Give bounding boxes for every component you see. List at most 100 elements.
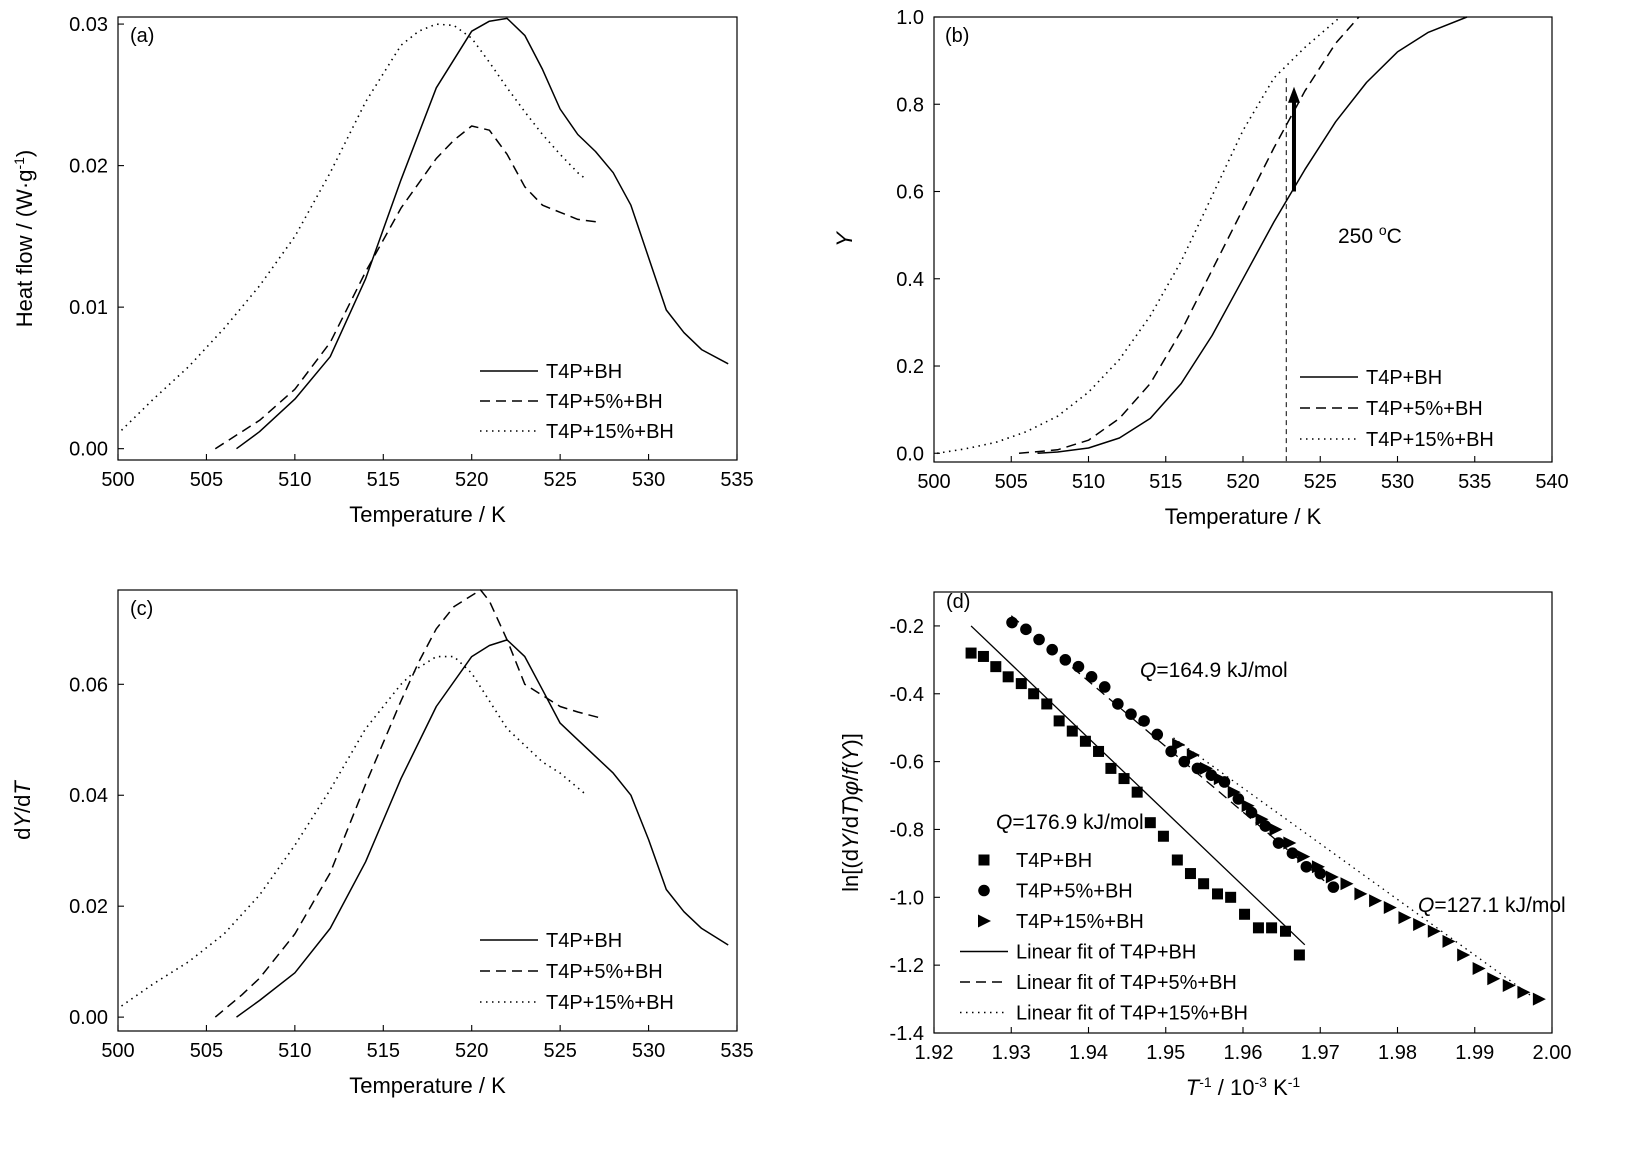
data-point-square (1198, 878, 1210, 890)
data-point-triangle (1398, 911, 1412, 925)
plot-frame (117, 16, 738, 461)
data-point-square (1157, 830, 1169, 842)
y-axis-label: Y (832, 231, 857, 247)
y-axis-label-part: φ (838, 781, 863, 795)
x-tick-label: 510 (1072, 471, 1105, 493)
x-tick-label: 520 (455, 1040, 488, 1062)
x-axis-label-part: Temperature / K (349, 502, 506, 527)
legend-label: T4P+BH (1366, 367, 1442, 389)
data-point-circle (1300, 860, 1313, 873)
legend-label: Linear fit of T4P+5%+BH (1016, 972, 1237, 994)
x-tick-label: 530 (632, 469, 665, 491)
data-point-circle (1125, 708, 1137, 720)
x-tick-label: 500 (917, 471, 950, 493)
x-axis-label-part: -3 (1255, 1074, 1268, 1090)
y-axis-label-part: )] (838, 733, 863, 746)
y-axis-label-part: /d (838, 816, 863, 834)
x-tick-label: 505 (995, 471, 1028, 493)
annotation-temperature-part: C (1387, 225, 1402, 248)
legend-label: T4P+5%+BH (1016, 881, 1133, 903)
fit-line-5 (1010, 615, 1337, 892)
legend-marker-circle (978, 884, 990, 897)
y-tick-label: 0.06 (69, 674, 108, 696)
data-point-triangle (1325, 870, 1339, 884)
data-point-circle (1006, 616, 1018, 629)
data-point-triangle (1517, 985, 1531, 999)
y-axis-label-part: ( (838, 761, 863, 769)
x-tick-label: 500 (101, 1040, 134, 1062)
data-point-square (1079, 735, 1091, 747)
data-point-triangle (1199, 761, 1213, 775)
data-point-square (1279, 925, 1291, 937)
panel-label: (a) (130, 25, 154, 47)
y-axis-label-part: T (838, 801, 863, 816)
x-tick-label: 520 (1226, 471, 1259, 493)
data-point-triangle (1369, 894, 1383, 908)
y-axis-label-part: f (838, 766, 863, 775)
data-point-triangle (1172, 738, 1186, 752)
y-tick-label: 0.8 (896, 94, 924, 116)
data-point-triangle (1283, 836, 1297, 850)
y-axis-label-part: Y (838, 745, 863, 761)
data-point-triangle (1269, 822, 1283, 836)
annotation-q-value-part: Q (996, 811, 1012, 834)
data-point-circle (1138, 715, 1150, 727)
data-point-triangle (1213, 772, 1227, 786)
legend-label: T4P+BH (1016, 850, 1092, 872)
data-point-square (1015, 678, 1027, 690)
annotation-temperature: 250 oC (1338, 222, 1402, 248)
y-axis-label-group: Heat flow / (W·g-1) (11, 150, 37, 327)
x-axis-label-part: K (1267, 1075, 1288, 1100)
data-point-square (1041, 698, 1053, 710)
y-axis-label-part: Y (832, 231, 857, 247)
data-point-circle (1272, 837, 1285, 849)
x-tick-label: 505 (190, 1040, 223, 1062)
x-tick-label: 535 (1458, 471, 1491, 493)
y-tick-label: 0.0 (896, 443, 924, 465)
x-axis-label-part: -1 (1199, 1074, 1212, 1090)
chart-panel-1: 500 505 510 515 520 525 530 535 0.00 0.01 0.02 0.03… (11, 14, 754, 527)
annotation-q-value: Q=176.9 kJ/mol (996, 811, 1144, 834)
data-point-square (1252, 922, 1264, 934)
data-point-square (1293, 949, 1305, 961)
y-axis-label-part: /d (10, 795, 35, 813)
data-point-triangle (1502, 979, 1516, 993)
y-axis-label-part: d (10, 828, 35, 840)
y-tick-label: -0.8 (890, 819, 924, 841)
x-tick-label: 525 (543, 469, 576, 491)
data-point-circle (1112, 698, 1124, 710)
series-line-3 (120, 23, 588, 431)
y-axis-label-part: Y (838, 833, 863, 849)
series-line-2 (214, 125, 600, 450)
data-point-square (1053, 715, 1065, 727)
data-point-triangle (1487, 972, 1501, 986)
y-tick-label: 0.4 (896, 269, 924, 291)
data-point-circle (1072, 660, 1085, 673)
data-point-triangle (1442, 934, 1456, 948)
x-tick-label: 1.92 (915, 1042, 954, 1064)
data-point-square (1093, 745, 1105, 757)
annotation-q-value: Q=164.9 kJ/mol (1140, 659, 1288, 682)
data-point-square (1266, 922, 1278, 934)
data-point-triangle (1340, 877, 1354, 891)
y-tick-label: -1.2 (890, 955, 924, 977)
x-tick-label: 1.95 (1146, 1042, 1185, 1064)
data-point-square (1105, 762, 1117, 774)
data-point-triangle (1297, 850, 1311, 864)
x-tick-label: 505 (190, 469, 223, 491)
data-point-triangle (1532, 992, 1546, 1006)
x-tick-label: 1.98 (1378, 1042, 1417, 1064)
x-tick-label: 520 (455, 469, 488, 491)
data-point-square (1171, 854, 1183, 866)
x-tick-label: 510 (278, 1040, 311, 1062)
x-tick-label: 540 (1535, 471, 1568, 493)
x-axis-label-part: -1 (1288, 1074, 1301, 1090)
y-tick-label: -1.4 (890, 1023, 924, 1045)
y-axis-label-group: dY/dT (10, 780, 35, 840)
data-point-triangle (1457, 948, 1471, 962)
series-line-2 (1018, 16, 1360, 455)
data-point-triangle (1383, 900, 1397, 914)
annotation-q-value: Q=127.1 kJ/mol (1418, 894, 1566, 917)
fit-line-4 (970, 625, 1306, 946)
x-tick-label: 510 (278, 469, 311, 491)
